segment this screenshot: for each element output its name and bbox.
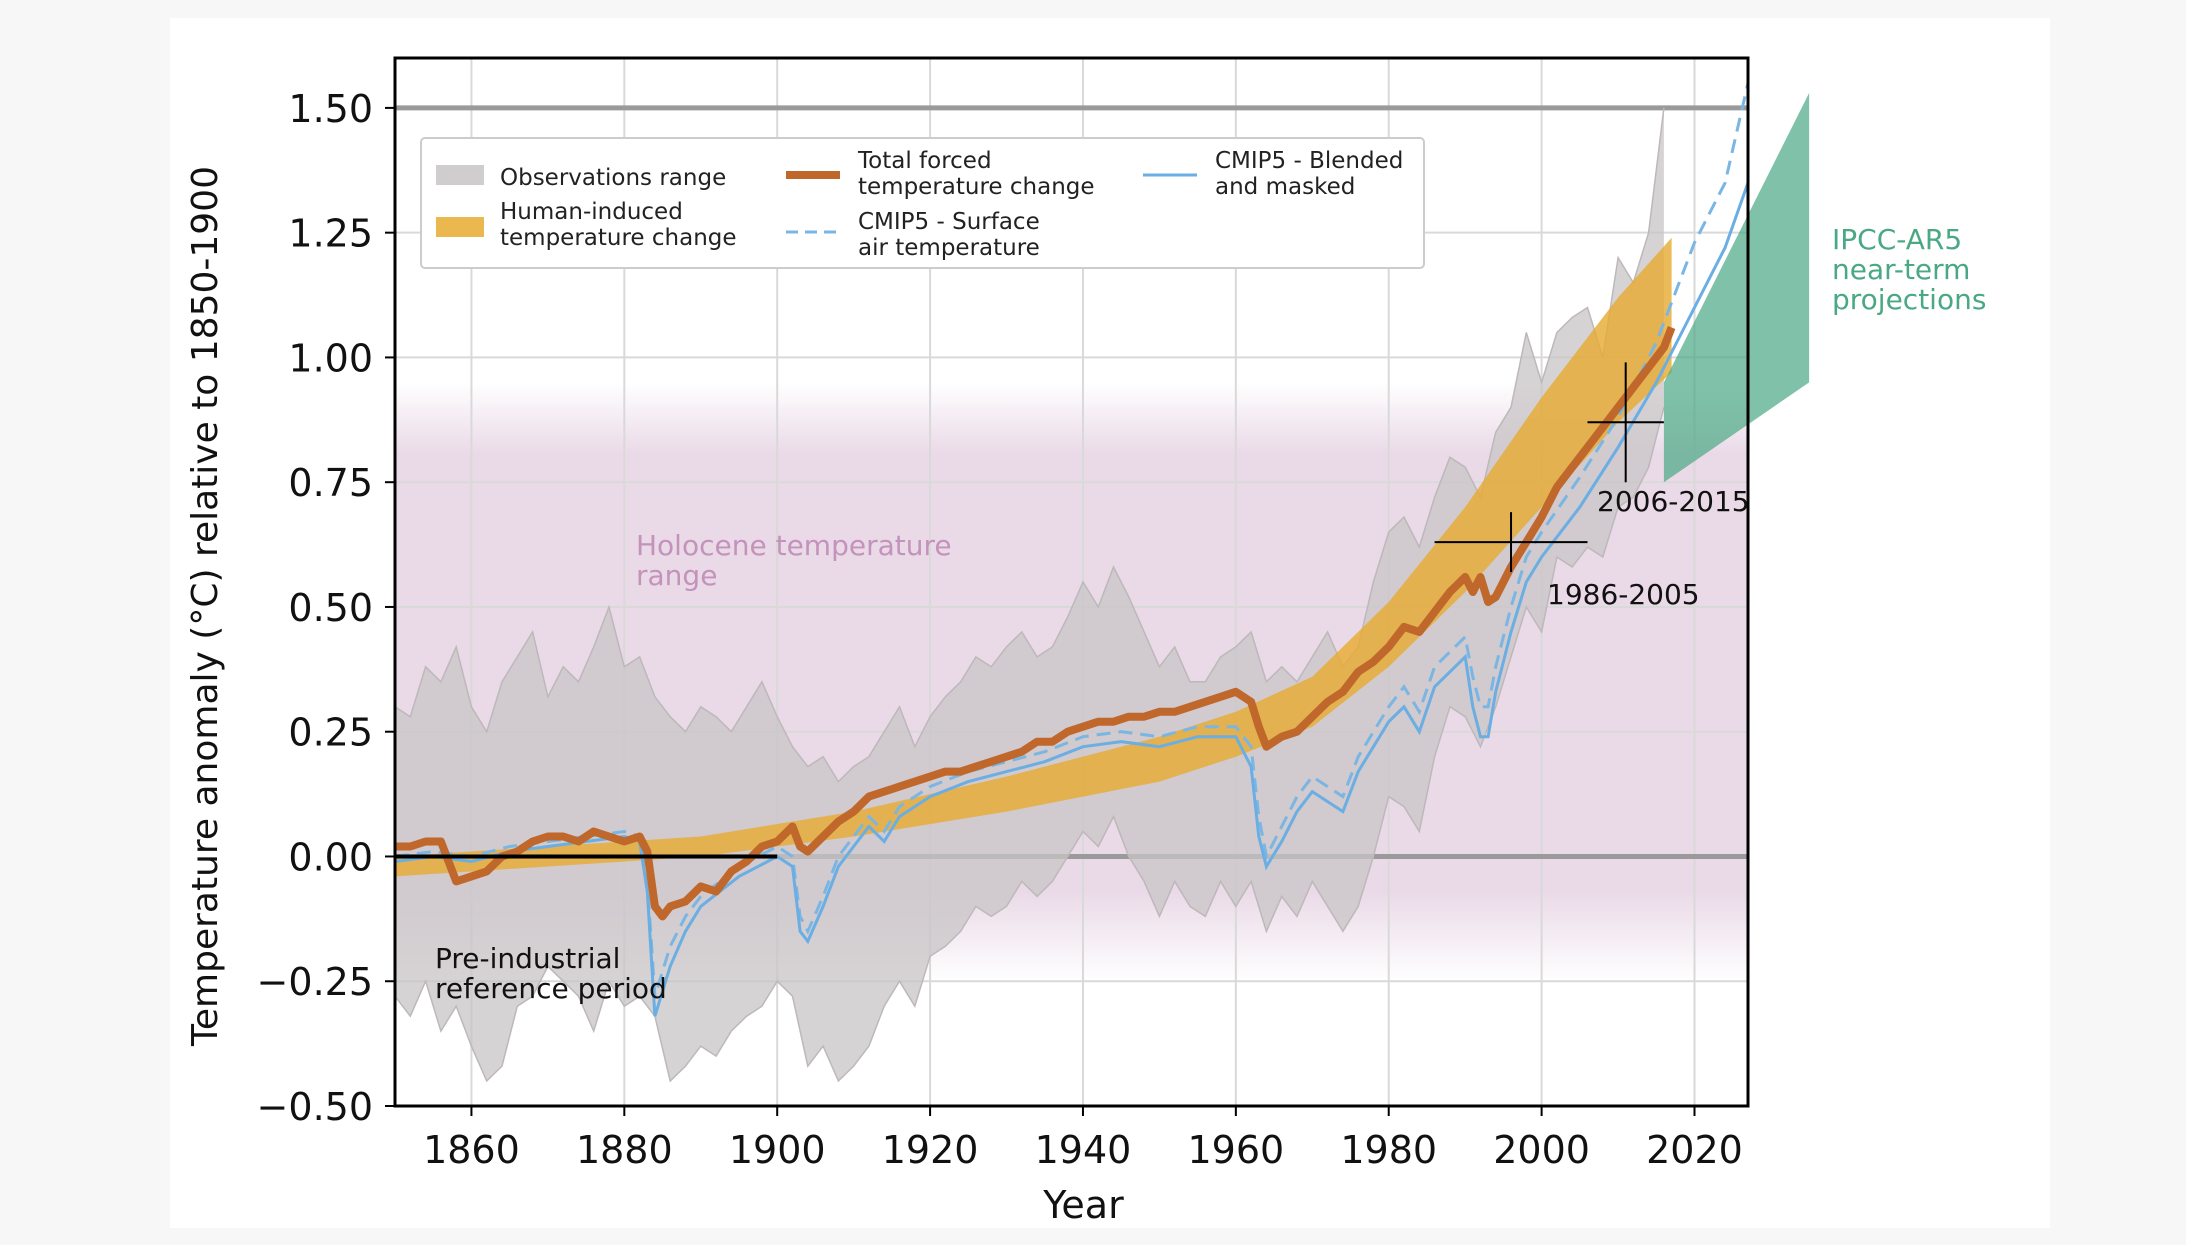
legend-swatch-obs xyxy=(436,165,484,185)
annotation-ipcc: IPCC-AR5 xyxy=(1832,223,1962,256)
annotation-holocene: Holocene temperature xyxy=(636,529,952,562)
legend-label-sat: CMIP5 - Surface xyxy=(858,209,1040,235)
annotation-preind: Pre-industrial xyxy=(435,942,620,975)
x-tick-label: 2000 xyxy=(1493,1128,1590,1172)
legend-label-human: Human-induced xyxy=(500,199,683,225)
cmip5-surface-air-line xyxy=(395,82,1748,997)
legend-label-sat: air temperature xyxy=(858,235,1040,261)
y-axis-label: Temperature anomaly (°C) relative to 185… xyxy=(185,166,226,1047)
projection-layer xyxy=(1663,92,1810,483)
x-tick-label: 1960 xyxy=(1187,1128,1284,1172)
x-tick-label: 1860 xyxy=(423,1128,520,1172)
legend-box xyxy=(420,137,1425,269)
x-tick-label: 1940 xyxy=(1035,1128,1132,1172)
annotation-preind: reference period xyxy=(435,972,667,1005)
y-tick-label: 0.00 xyxy=(288,835,373,879)
y-tick-label: −0.50 xyxy=(257,1085,373,1129)
x-tick-label: 1980 xyxy=(1340,1128,1437,1172)
axes: 1860 1880 1900 1920 1940 1960 1980 2000 2020 −0.5… xyxy=(185,56,1750,1227)
legend-label-blended: CMIP5 - Blended xyxy=(1215,148,1403,174)
x-tick-label: 1920 xyxy=(882,1128,979,1172)
x-tick-label: 1880 xyxy=(576,1128,673,1172)
y-tick-label: −0.25 xyxy=(257,960,373,1004)
total-forced-line xyxy=(395,326,1676,921)
y-tick-label: 1.50 xyxy=(288,87,373,131)
legend-label-obs: Observations range xyxy=(500,165,726,191)
legend-label-forced: temperature change xyxy=(858,174,1095,200)
annotation-holocene: range xyxy=(636,559,717,592)
x-axis-label: Year xyxy=(1042,1183,1124,1227)
y-tick-label: 1.25 xyxy=(288,212,373,256)
x-tick-label: 2020 xyxy=(1646,1128,1743,1172)
legend: Observations rangeHuman-inducedtemperatu… xyxy=(420,137,1425,269)
annotation-ipcc: projections xyxy=(1832,283,1986,316)
x-tick-label: 1900 xyxy=(729,1128,826,1172)
ipcc-projection-wedge xyxy=(1663,92,1810,483)
y-tick-label: 0.25 xyxy=(288,711,373,755)
observations-range-lower xyxy=(395,407,1665,1083)
annotation-ipcc: near-term xyxy=(1832,253,1970,286)
annotation-p2006: 2006-2015 xyxy=(1597,485,1750,518)
legend-swatch-human xyxy=(436,217,484,237)
y-tick-label: 0.75 xyxy=(288,461,373,505)
legend-label-forced: Total forced xyxy=(857,148,992,174)
legend-label-human: temperature change xyxy=(500,225,737,251)
legend-label-blended: and masked xyxy=(1215,174,1355,200)
cmip5-blended-line xyxy=(395,182,1748,1017)
plot-frame xyxy=(393,56,1750,1108)
data-layer xyxy=(395,82,1748,1083)
y-tick-label: 0.50 xyxy=(288,586,373,630)
annotation-p1986: 1986-2005 xyxy=(1547,578,1700,611)
observations-range-upper xyxy=(395,107,1665,783)
y-tick-label: 1.00 xyxy=(288,336,373,380)
